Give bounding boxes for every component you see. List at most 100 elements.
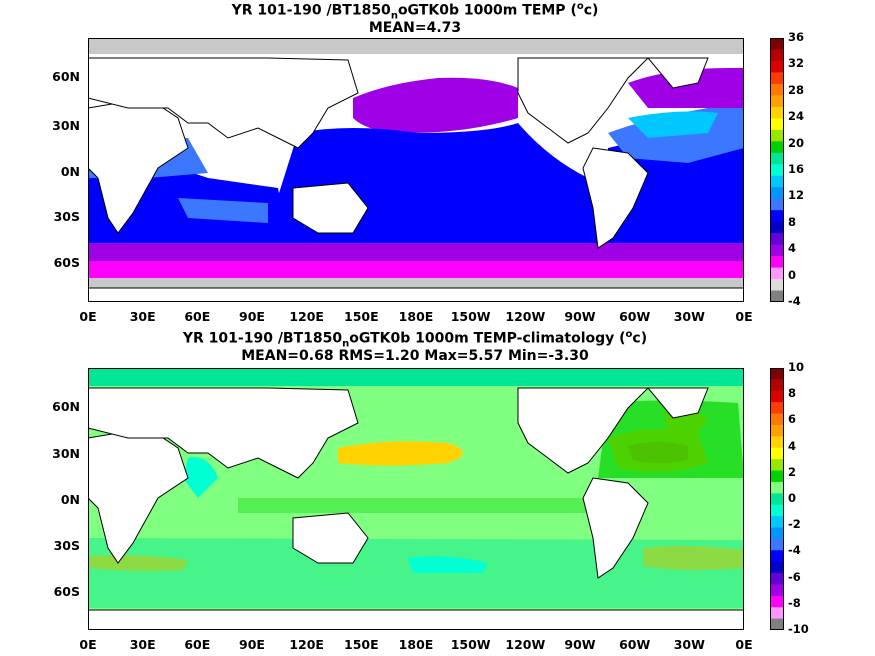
panel1-title-line1: YR 101-190 /BT1850noGTK0b 1000m TEMP (oc… bbox=[231, 1, 599, 22]
africa-land bbox=[88, 97, 189, 234]
panel1-colorbar-label: 20 bbox=[788, 135, 805, 150]
panel2-colorbar-label: -10 bbox=[788, 622, 809, 636]
panel1-lon-label: 0E bbox=[735, 309, 753, 324]
panel2-lon-label: 30E bbox=[129, 637, 156, 652]
colorbar-swatch bbox=[770, 267, 784, 280]
colorbar-swatch bbox=[770, 198, 784, 211]
panel2-lon-label: 120E bbox=[289, 637, 324, 652]
pacific-green-bands bbox=[238, 498, 608, 513]
colorbar-swatch bbox=[770, 516, 784, 528]
panel2-colorbar-label: 4 bbox=[788, 438, 797, 453]
panel1-colorbar-label: 24 bbox=[788, 109, 805, 124]
colorbar-swatch bbox=[770, 60, 784, 73]
panel2-colorbar-label: -8 bbox=[788, 595, 801, 610]
colorbar-swatch bbox=[770, 221, 784, 234]
colorbar-swatch bbox=[770, 141, 784, 154]
colorbar-swatch bbox=[770, 95, 784, 108]
panel1-colorbar bbox=[770, 38, 784, 302]
colorbar-swatch bbox=[770, 379, 784, 392]
australia-land bbox=[292, 182, 369, 234]
panel1-lon-label: 60W bbox=[619, 309, 651, 324]
north-atlantic-green bbox=[598, 400, 744, 478]
colorbar-swatch bbox=[770, 424, 784, 437]
panel2-colorbar-label: -4 bbox=[788, 543, 801, 558]
panel2-lat-60s: 60S bbox=[53, 584, 80, 599]
colorbar-swatch bbox=[770, 607, 784, 620]
panel1-lon-label: 30E bbox=[129, 309, 156, 324]
arctic-green-band bbox=[88, 368, 744, 386]
colorbar-swatch bbox=[770, 618, 784, 630]
panel1-lon-label: 30W bbox=[673, 309, 705, 324]
colorbar-swatch bbox=[770, 504, 784, 517]
colorbar-swatch bbox=[770, 175, 784, 188]
atlantic-cyan bbox=[628, 111, 718, 138]
panel1-colorbar-label: 32 bbox=[788, 56, 805, 71]
colorbar-swatch bbox=[770, 481, 784, 494]
colorbar-swatch bbox=[770, 49, 784, 62]
colorbar-swatch bbox=[770, 595, 784, 608]
panel1-colorbar-label: 8 bbox=[788, 214, 797, 229]
panel1-map bbox=[88, 38, 744, 302]
panel2-lat-60n: 60N bbox=[52, 399, 80, 414]
south-america-land bbox=[582, 147, 649, 249]
panel1-lat-60n: 60N bbox=[52, 69, 80, 84]
panel1-colorbar-label: 28 bbox=[788, 82, 805, 97]
panel1-lon-label: 90W bbox=[564, 309, 596, 324]
greenland-land bbox=[646, 57, 709, 89]
panel1-colorbar-label: 16 bbox=[788, 162, 805, 176]
colorbar-swatch bbox=[770, 210, 784, 223]
panel2-lon-label: 180E bbox=[398, 637, 434, 652]
panel2-colorbar-label: 2 bbox=[788, 464, 797, 479]
south-indian-yellow bbox=[88, 555, 188, 572]
north-america-land bbox=[517, 57, 650, 144]
panel2-lon-label: 120W bbox=[505, 637, 546, 652]
panel1-colorbar-label: 12 bbox=[788, 188, 805, 203]
atlantic-blue bbox=[608, 133, 744, 243]
colorbar-swatch bbox=[770, 561, 784, 574]
panel1-lon-label: 90E bbox=[239, 309, 265, 324]
panel1-lat-0n: 0N bbox=[60, 164, 80, 179]
indian-south-lightblue bbox=[178, 198, 268, 223]
north-pacific-purple bbox=[353, 77, 518, 133]
arctic-band bbox=[88, 38, 744, 54]
panel2-lon-label: 0E bbox=[735, 637, 753, 652]
panel1-lat-30s: 30S bbox=[53, 209, 80, 224]
panel2-map bbox=[88, 368, 744, 630]
panel2-colorbar bbox=[770, 368, 784, 630]
colorbar-swatch bbox=[770, 459, 784, 472]
colorbar-swatch bbox=[770, 493, 784, 506]
colorbar-swatch bbox=[770, 244, 784, 257]
panel2-title-line2: MEAN=0.68 RMS=1.20 Max=5.57 Min=-3.30 bbox=[241, 348, 589, 364]
colorbar-swatch bbox=[770, 152, 784, 165]
panel2-title-line1: YR 101-190 /BT1850noGTK0b 1000m TEMP-cli… bbox=[182, 329, 648, 350]
panel1-lon-label: 180E bbox=[398, 309, 434, 324]
panel1-colorbar-label: 4 bbox=[788, 241, 797, 256]
indian-cyan bbox=[183, 457, 218, 498]
colorbar-swatch bbox=[770, 470, 784, 483]
panel2-lat-30n: 30N bbox=[52, 446, 80, 461]
panel2-lat-30s: 30S bbox=[53, 538, 80, 553]
panel1-colorbar-label: 0 bbox=[788, 267, 797, 282]
panel2-lat-0n: 0N bbox=[60, 492, 80, 507]
panel2-colorbar-label: -2 bbox=[788, 517, 801, 532]
colorbar-swatch bbox=[770, 279, 784, 292]
colorbar-swatch bbox=[770, 538, 784, 551]
colorbar-swatch bbox=[770, 368, 784, 380]
antarctica-land bbox=[88, 287, 744, 302]
south-pacific-cyan bbox=[408, 556, 488, 573]
colorbar-swatch bbox=[770, 106, 784, 119]
panel1-lon-label: 120W bbox=[505, 309, 546, 324]
colorbar-swatch bbox=[770, 573, 784, 585]
colorbar-swatch bbox=[770, 447, 784, 460]
colorbar-swatch bbox=[770, 584, 784, 597]
south-atlantic-yellow bbox=[643, 545, 744, 571]
panel1-lat-30n: 30N bbox=[52, 118, 80, 133]
panel1-colorbar-label: -4 bbox=[788, 294, 801, 308]
kuroshio-yellow bbox=[338, 441, 463, 466]
panel2-lon-label: 90E bbox=[239, 637, 265, 652]
panel2-lon-label: 90W bbox=[564, 637, 596, 652]
colorbar-swatch bbox=[770, 436, 784, 449]
north-atlantic-purple bbox=[628, 68, 744, 108]
panel2-lon-label: 0E bbox=[79, 637, 97, 652]
panel2-lon-label: 150E bbox=[344, 637, 379, 652]
